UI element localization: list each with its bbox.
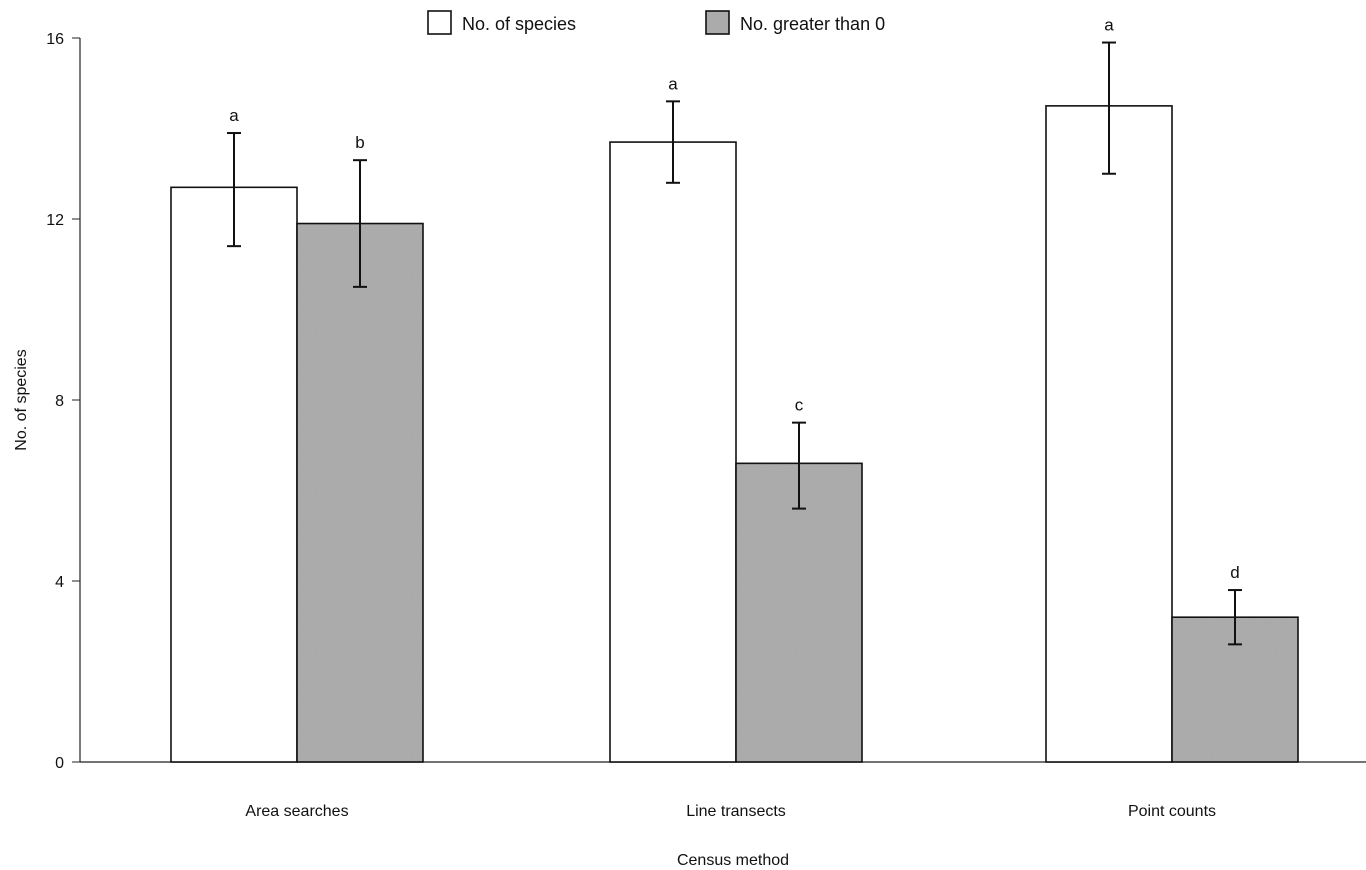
legend: No. of species No. greater than 0 bbox=[427, 10, 885, 35]
y-axis-title: No. of species bbox=[13, 349, 30, 450]
sig-label-1-1: c bbox=[795, 396, 804, 415]
x-axis-title: Census method bbox=[677, 852, 789, 869]
bar-0-0 bbox=[170, 186, 298, 763]
bar-2-0 bbox=[1045, 105, 1173, 763]
bar-0-1 bbox=[296, 222, 424, 763]
bars bbox=[170, 105, 1299, 763]
y-tick-label-2: 8 bbox=[55, 393, 64, 410]
legend-label-0: No. of species bbox=[462, 14, 576, 34]
y-tick-label-4: 16 bbox=[46, 31, 64, 48]
bar-1-0 bbox=[609, 141, 737, 763]
y-ticks: 0 4 8 12 16 bbox=[46, 31, 80, 772]
sig-label-0-1: b bbox=[355, 133, 364, 152]
sig-label-2-0: a bbox=[1104, 16, 1114, 35]
sig-label-2-1: d bbox=[1230, 563, 1239, 582]
legend-swatch-texture-1 bbox=[707, 12, 728, 33]
category-label-0: Area searches bbox=[245, 803, 348, 820]
sig-label-1-0: a bbox=[668, 74, 678, 93]
y-tick-label-0: 0 bbox=[55, 755, 64, 772]
legend-swatch-0 bbox=[427, 10, 452, 35]
y-tick-label-3: 12 bbox=[46, 212, 64, 229]
category-label-2: Point counts bbox=[1128, 803, 1216, 820]
legend-label-1: No. greater than 0 bbox=[740, 14, 885, 34]
category-label-1: Line transects bbox=[686, 803, 786, 820]
error-bars bbox=[227, 41, 1242, 646]
significance-labels: a b a c a d bbox=[229, 16, 1239, 583]
category-labels: Area searches Line transects Point counts bbox=[245, 803, 1216, 820]
sig-label-0-0: a bbox=[229, 106, 239, 125]
y-tick-label-1: 4 bbox=[55, 574, 64, 591]
